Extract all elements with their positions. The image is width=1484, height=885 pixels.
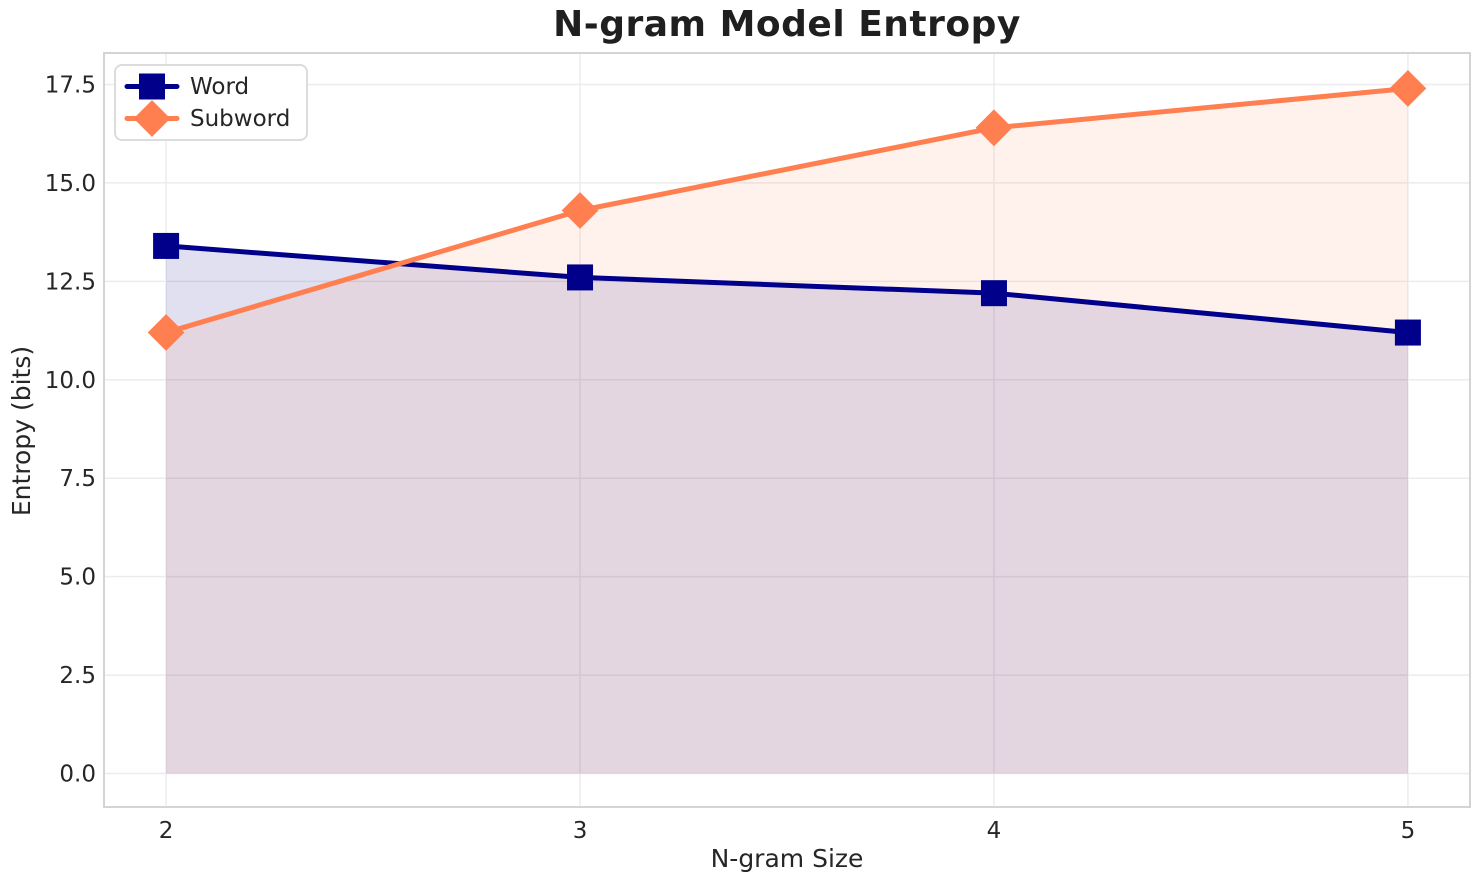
y-axis-label: Entropy (bits) (7, 345, 36, 517)
y-tick-label: 7.5 (59, 466, 96, 492)
subword-marker (561, 192, 599, 229)
word-marker (980, 280, 1007, 307)
chart-title: N-gram Model Entropy (553, 4, 1021, 45)
legend: Word Subword (114, 64, 309, 141)
y-tick-label: 0.0 (59, 762, 96, 788)
y-tick-label: 15.0 (45, 171, 96, 197)
y-tick-label: 17.5 (45, 72, 96, 98)
legend-label-subword: Subword (190, 105, 291, 132)
subword-area-fill (166, 88, 1408, 774)
legend-label-word: Word (190, 73, 250, 100)
word-marker (153, 232, 180, 259)
legend-item-subword: Subword (124, 100, 291, 137)
subword-line (163, 85, 1411, 336)
subword-marker (975, 109, 1013, 147)
word-area-fill (166, 245, 1408, 774)
x-tick-label: 3 (573, 818, 588, 844)
x-axis-label: N-gram Size (710, 844, 864, 873)
x-tick-label: 5 (1401, 818, 1416, 844)
x-tick-label: 4 (987, 818, 1002, 844)
subword-marker (1389, 70, 1427, 107)
x-tick-label: 2 (159, 818, 174, 844)
y-tick-label: 12.5 (45, 269, 96, 295)
legend-item-word: Word (124, 71, 290, 102)
word-square-marker-icon (124, 73, 180, 100)
word-marker (1394, 319, 1421, 346)
word-marker (567, 264, 594, 291)
word-line (163, 243, 1411, 336)
y-tick-label: 5.0 (59, 565, 96, 591)
plot-border (103, 52, 1471, 808)
y-tick-label: 2.5 (59, 663, 96, 689)
subword-diamond-marker-icon (124, 100, 180, 137)
y-tick-label: 10.0 (45, 368, 96, 394)
subword-marker (147, 314, 185, 351)
